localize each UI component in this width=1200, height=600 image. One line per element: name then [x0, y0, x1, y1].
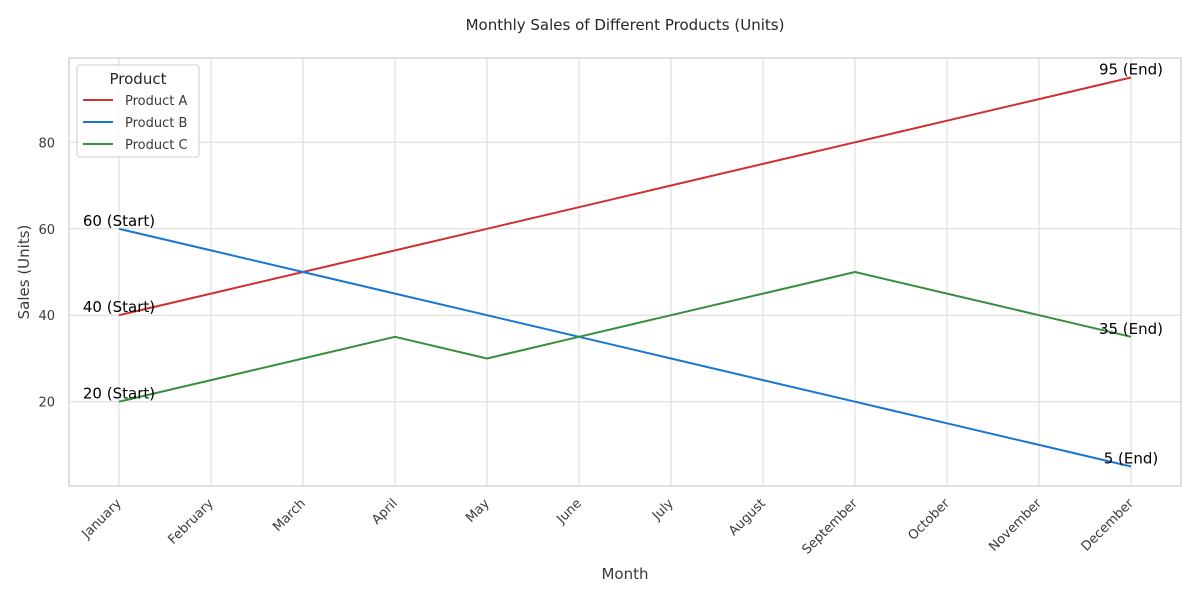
data-label: 60 (Start): [83, 212, 155, 230]
legend-label: Product A: [125, 94, 187, 109]
series-lines: [118, 76, 1132, 468]
data-label: 20 (Start): [83, 385, 155, 403]
series-line-product-c: [118, 271, 1132, 403]
legend-box: [76, 64, 200, 158]
data-label: 95 (End): [1099, 60, 1163, 78]
y-axis-title: Sales (Units): [15, 225, 33, 320]
y-tick-labels: 20 40 60 80: [38, 136, 55, 410]
y-tick-label: 40: [38, 309, 55, 324]
data-label: 35 (End): [1099, 320, 1163, 338]
legend-items: Product A Product B Product C: [83, 94, 188, 153]
chart-title: Monthly Sales of Different Products (Uni…: [466, 16, 785, 34]
legend-title: Product: [110, 70, 167, 88]
y-tick-label: 20: [38, 396, 55, 411]
data-label: 5 (End): [1104, 450, 1159, 468]
legend-label: Product C: [125, 138, 188, 153]
series-line-product-a: [118, 76, 1132, 317]
grid-lines: [69, 58, 1181, 486]
data-label: 40 (Start): [83, 298, 155, 316]
x-axis-title: Month: [601, 565, 648, 583]
plot-frame: [68, 57, 1182, 487]
legend: Product Product A Product B Product C: [76, 64, 200, 158]
legend-label: Product B: [125, 116, 187, 131]
annotations: 40 (Start) 60 (Start) 20 (Start) 95 (End) 5 …: [83, 60, 1163, 467]
y-tick-label: 60: [38, 223, 55, 238]
series-line-product-b: [118, 227, 1132, 468]
y-tick-label: 80: [38, 136, 55, 151]
